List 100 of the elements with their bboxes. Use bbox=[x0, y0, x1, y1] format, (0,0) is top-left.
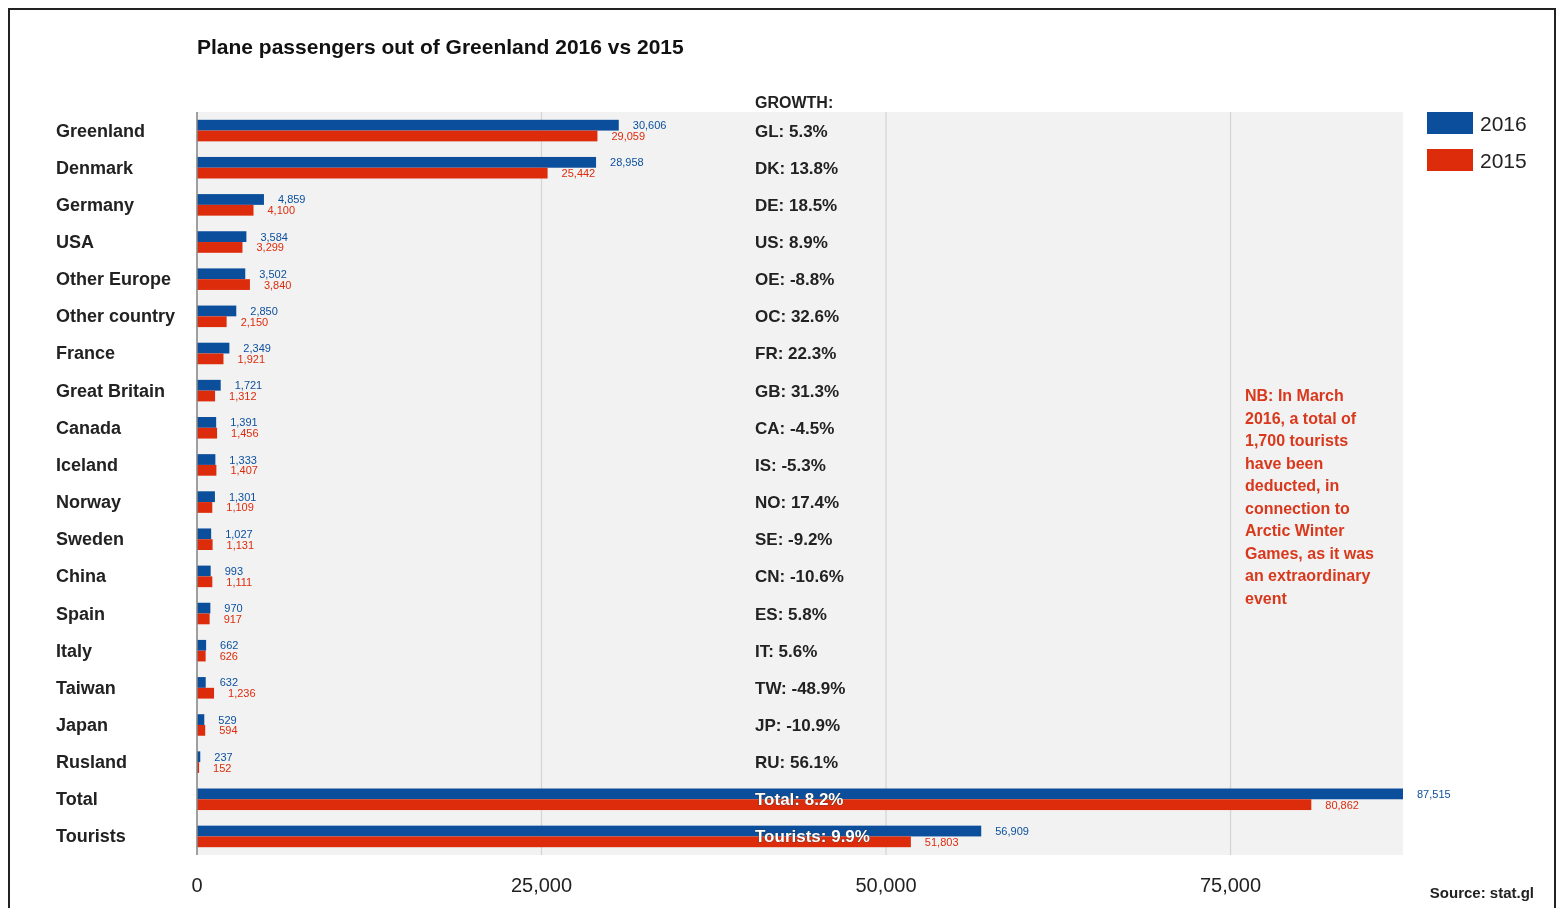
data-label: 87,515 bbox=[1417, 787, 1451, 800]
y-tick-label: France bbox=[56, 343, 116, 364]
data-label: 237 bbox=[214, 750, 233, 763]
annotation: CA: -4.5% bbox=[755, 418, 835, 438]
bar bbox=[197, 119, 619, 131]
source-note: Source: stat.gl bbox=[1429, 884, 1534, 901]
annotation: JP: -10.9% bbox=[755, 715, 841, 735]
text: NB: In March 2016, a total of 1,700 tourists have been deducted, in connection to Arctic Winter Games, as it was an extraordinary event bbox=[1245, 387, 1374, 607]
bar bbox=[197, 687, 215, 699]
x-tick-label: 25,000 bbox=[510, 874, 573, 896]
annotation: IT: 5.6% bbox=[755, 641, 818, 661]
data-label: 1,131 bbox=[226, 538, 255, 551]
y-tick-label: Canada bbox=[56, 417, 123, 438]
bar bbox=[197, 353, 224, 365]
data-label: 56,909 bbox=[995, 825, 1029, 838]
data-label: 1,109 bbox=[226, 501, 254, 514]
legend-label: 2015 bbox=[1480, 149, 1527, 172]
data-label: 917 bbox=[223, 612, 242, 625]
bar bbox=[197, 130, 598, 142]
annotation: GB: 31.3% bbox=[755, 381, 840, 401]
bar bbox=[197, 539, 213, 550]
y-tick-label: Rusland bbox=[56, 752, 128, 773]
data-label: 152 bbox=[213, 761, 232, 774]
bar bbox=[197, 167, 548, 179]
y-tick-label: Norway bbox=[56, 492, 122, 513]
text: GROWTH: bbox=[755, 94, 834, 111]
annotation: OE: -8.8% bbox=[755, 270, 835, 290]
data-label: 3,502 bbox=[259, 267, 287, 280]
x-tick-label: 75,000 bbox=[1199, 874, 1262, 896]
data-label: 993 bbox=[224, 564, 244, 577]
data-label: 1,027 bbox=[225, 527, 253, 540]
y-tick-label: Taiwan bbox=[56, 677, 116, 698]
y-tick-label: Denmark bbox=[56, 157, 135, 178]
data-label: 662 bbox=[220, 639, 239, 652]
bar bbox=[197, 576, 213, 588]
data-label: 4,100 bbox=[267, 204, 296, 217]
bar bbox=[197, 417, 217, 428]
annotation: GL: 5.3% bbox=[755, 121, 828, 141]
data-label: 1,407 bbox=[230, 464, 258, 477]
y-tick-label: Germany bbox=[56, 194, 135, 215]
bar bbox=[197, 156, 597, 168]
y-tick-label: Japan bbox=[56, 714, 109, 735]
annotation: DK: 13.8% bbox=[755, 158, 839, 178]
y-tick-label: Italy bbox=[56, 640, 93, 661]
data-label: 28,958 bbox=[610, 156, 644, 169]
annotation: RU: 56.1% bbox=[755, 753, 839, 773]
bar bbox=[197, 677, 206, 688]
bar bbox=[197, 379, 221, 391]
bar bbox=[197, 427, 218, 439]
bar bbox=[197, 602, 211, 614]
bar bbox=[197, 242, 243, 253]
data-label: 632 bbox=[219, 676, 239, 689]
annotation: OC: 32.6% bbox=[755, 307, 840, 327]
data-label: 30,606 bbox=[632, 119, 667, 132]
data-label: 51,803 bbox=[924, 835, 959, 848]
bar bbox=[197, 639, 207, 651]
data-label: 80,862 bbox=[1325, 798, 1359, 811]
data-label: 3,584 bbox=[260, 230, 288, 243]
data-label: 529 bbox=[218, 713, 237, 726]
bar bbox=[197, 454, 216, 465]
bar bbox=[197, 464, 217, 476]
y-tick-label: Spain bbox=[56, 603, 106, 624]
data-label: 626 bbox=[219, 650, 238, 663]
bar bbox=[197, 305, 237, 317]
annotation: CN: -10.6% bbox=[755, 567, 844, 587]
data-label: 1,333 bbox=[229, 453, 257, 466]
bar bbox=[197, 528, 212, 540]
data-label: 970 bbox=[224, 602, 243, 615]
y-tick-label: Greenland bbox=[56, 120, 146, 141]
bar bbox=[197, 502, 213, 513]
data-label: 1,111 bbox=[226, 575, 253, 588]
annotation: DE: 18.5% bbox=[755, 195, 838, 215]
x-tick-label: 50,000 bbox=[855, 874, 917, 896]
y-tick-label: Other country bbox=[56, 306, 176, 327]
data-label: 1,301 bbox=[228, 490, 257, 503]
data-label: 1,312 bbox=[229, 390, 257, 403]
data-label: 25,442 bbox=[561, 167, 596, 180]
bar bbox=[197, 204, 254, 216]
annotation: SE: -9.2% bbox=[755, 530, 833, 550]
bar bbox=[197, 268, 246, 280]
annotation: TW: -48.9% bbox=[755, 678, 846, 698]
data-label: 2,150 bbox=[240, 315, 269, 328]
annotation: ES: 5.8% bbox=[755, 604, 827, 624]
y-tick-label: Sweden bbox=[56, 529, 125, 550]
y-tick-label: Tourists bbox=[56, 826, 126, 847]
data-label: 29,059 bbox=[611, 129, 646, 142]
annotation: US: 8.9% bbox=[755, 233, 828, 253]
data-label: 2,349 bbox=[243, 342, 271, 355]
data-label: 1,391 bbox=[230, 416, 258, 429]
y-tick-label: Great Britain bbox=[56, 380, 166, 401]
annotation: NO: 17.4% bbox=[755, 493, 840, 513]
y-tick-label: Iceland bbox=[56, 454, 119, 475]
annotation: FR: 22.3% bbox=[755, 344, 837, 364]
bar bbox=[197, 231, 247, 243]
y-tick-label: USA bbox=[56, 232, 95, 253]
data-label: 2,850 bbox=[250, 304, 278, 317]
data-label: 1,721 bbox=[234, 379, 263, 392]
annotation: IS: -5.3% bbox=[755, 455, 826, 475]
x-tick-label: 0 bbox=[191, 874, 203, 896]
data-label: 594 bbox=[219, 724, 238, 737]
